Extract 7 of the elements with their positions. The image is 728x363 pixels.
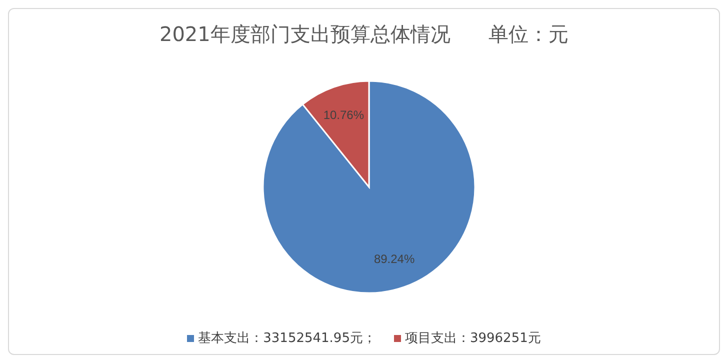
legend-label: 基本支出：33152541.95元 [198, 331, 363, 346]
data-label: 89.24% [374, 252, 415, 266]
data-label: 10.76% [323, 108, 364, 122]
chart-title: 2021年度部门支出预算总体情况 单位：元 [158, 21, 570, 48]
pie-slice [262, 80, 476, 294]
text: ； [362, 331, 376, 346]
legend-label: 项目支出：3996251元 [404, 330, 541, 347]
